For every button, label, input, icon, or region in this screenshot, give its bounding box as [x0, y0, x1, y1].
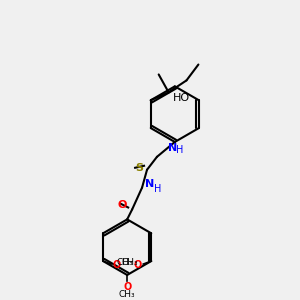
Text: CH₃: CH₃ — [121, 258, 138, 267]
Text: O: O — [118, 200, 127, 211]
Text: HO: HO — [172, 93, 190, 103]
Text: H: H — [176, 145, 184, 155]
Text: S: S — [135, 163, 143, 173]
Text: CH₃: CH₃ — [117, 258, 133, 267]
Text: O: O — [123, 282, 131, 292]
Text: H: H — [154, 184, 162, 194]
Text: N: N — [146, 178, 154, 189]
Text: N: N — [168, 143, 178, 153]
Text: O: O — [133, 260, 142, 270]
Text: CH₃: CH₃ — [119, 290, 136, 299]
Text: O: O — [113, 260, 121, 270]
